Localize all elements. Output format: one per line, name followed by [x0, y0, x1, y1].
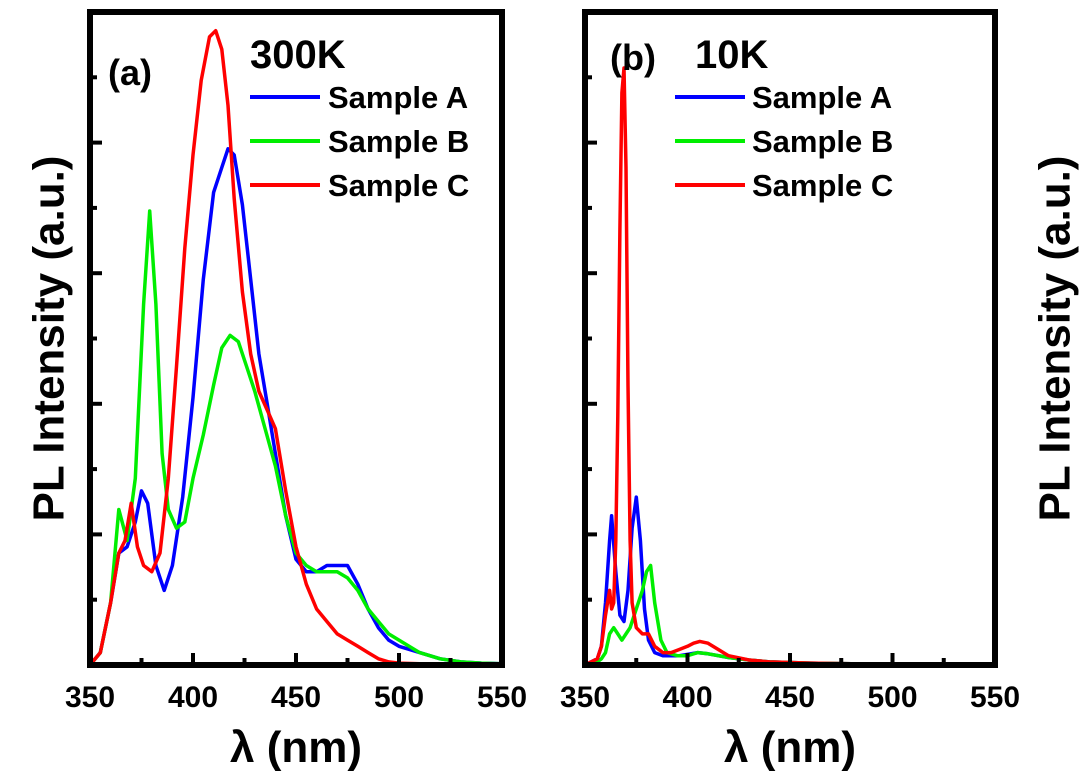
panel-a: 350 400 450 500 550 λ (nm) PL Intensity (a.u.)… [25, 9, 527, 772]
legend-label: Sample C [752, 168, 893, 203]
y-axis-label: PL Intensity (a.u.) [25, 156, 74, 522]
panel-letter: (a) [108, 52, 152, 93]
x-tick-label: 350 [65, 681, 115, 714]
legend-label: Sample B [752, 124, 893, 159]
series-line-sample-c [584, 66, 996, 667]
x-tick-label: 500 [374, 681, 424, 714]
panel-b: 350 400 450 500 550 λ (nm) PL Intensity (a.u.)… [560, 9, 1080, 772]
panel-letter: (b) [610, 37, 656, 78]
temperature-label: 10K [695, 33, 768, 77]
x-tick-label: 550 [970, 681, 1020, 714]
x-tick-label: 550 [477, 681, 527, 714]
legend: Sample A Sample B Sample C [250, 80, 469, 203]
legend-label: Sample C [328, 168, 469, 203]
x-tick-label: 350 [560, 681, 610, 714]
x-tick-label: 450 [271, 681, 321, 714]
x-tick-label: 450 [765, 681, 815, 714]
x-axis-label: λ (nm) [230, 723, 362, 772]
temperature-label: 300K [250, 33, 346, 77]
series-line-sample-c [88, 28, 502, 667]
series-line-sample-b [88, 209, 503, 667]
y-axis-label: PL Intensity (a.u.) [1031, 156, 1080, 522]
series-line-sample-a [88, 147, 503, 667]
legend-label: Sample B [328, 124, 469, 159]
x-tick-label: 400 [662, 681, 712, 714]
legend-label: Sample A [328, 80, 468, 115]
x-tick-label: 500 [867, 681, 917, 714]
x-tick-label: 400 [168, 681, 218, 714]
legend-label: Sample A [752, 80, 892, 115]
x-axis-label: λ (nm) [724, 723, 856, 772]
legend: Sample A Sample B Sample C [675, 80, 893, 203]
series-line-sample-a [584, 495, 996, 667]
